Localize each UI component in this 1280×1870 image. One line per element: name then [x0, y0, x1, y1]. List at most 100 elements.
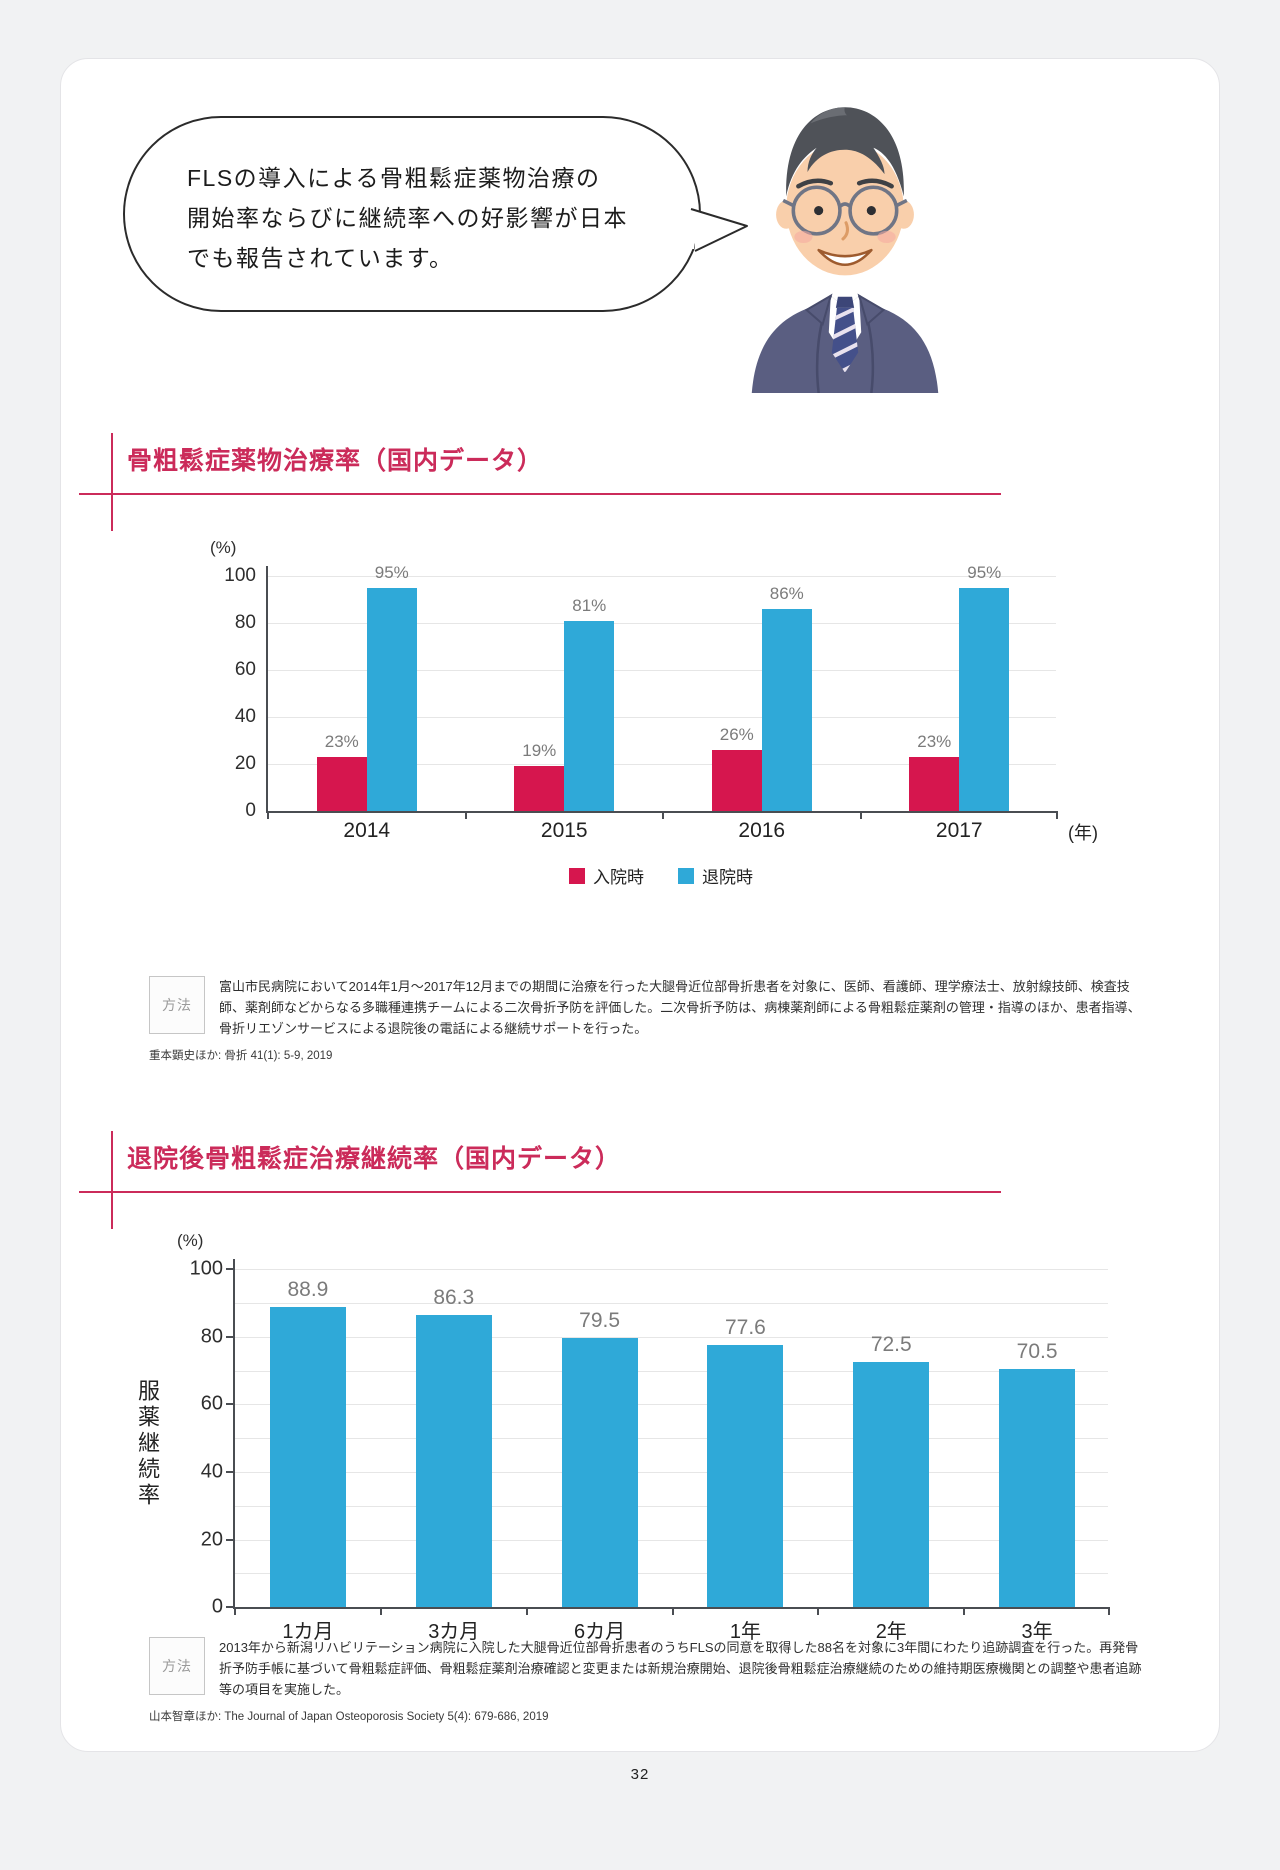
- gridline: [235, 1336, 1108, 1338]
- method-box: 方法 富山市民病院において2014年1月～2017年12月までの期間に治療を行っ…: [149, 976, 1149, 1039]
- method-text: 富山市民病院において2014年1月～2017年12月までの期間に治療を行った大腿…: [219, 979, 1141, 1037]
- y-tick-mark: [226, 1470, 233, 1473]
- x-axis-label: 2017: [935, 819, 983, 842]
- speech-bubble: FLSの導入による骨粗鬆症薬物治療の 開始率ならびに継続率への好影響が日本 でも…: [123, 116, 748, 312]
- y-tick-label: 20: [234, 753, 256, 774]
- bar-2016-入院時: [711, 749, 762, 811]
- method-label: 方法: [149, 1637, 205, 1696]
- y-tick-label: 80: [200, 1325, 223, 1348]
- chart-plot-area: (%) 服薬継続率 0 20 40 60 80 100 88.9 1カ月 86.3 3カ月 79.5…: [135, 1231, 1110, 1643]
- speech-bubble-tail: [687, 208, 748, 252]
- x-axis-unit-label: (年): [1068, 823, 1098, 843]
- bar-2017-入院時: [909, 756, 960, 811]
- gridline: [235, 1539, 1108, 1541]
- bar-value-label: 86.3: [433, 1286, 475, 1310]
- method-box: 方法 2013年から新潟リハビリテーション病院に入院した大腿骨近位部骨折患者のう…: [149, 1637, 1149, 1700]
- x-axis-label: 2015: [540, 819, 588, 842]
- y-tick-label: 20: [200, 1528, 223, 1551]
- bar-3年-服薬継続率: [999, 1368, 1076, 1608]
- y-axis-unit-label: (%): [210, 538, 237, 557]
- bar-value-label: 95%: [374, 562, 409, 582]
- x-axis-label: 2年: [875, 1621, 907, 1644]
- y-tick-mark: [226, 1335, 233, 1338]
- x-axis-label: 6カ月: [574, 1621, 626, 1644]
- gridline: [268, 670, 1056, 671]
- x-tick-mark: [464, 811, 467, 819]
- legend-label-admission: 入院時: [593, 868, 644, 887]
- x-tick-mark: [1056, 811, 1058, 819]
- y-tick-label: 40: [234, 706, 256, 727]
- gridline: [235, 1471, 1108, 1473]
- x-tick-mark: [1108, 1607, 1110, 1616]
- page-card: FLSの導入による骨粗鬆症薬物治療の 開始率ならびに継続率への好影響が日本 でも…: [60, 58, 1220, 1752]
- bar-1年-服薬継続率: [707, 1344, 784, 1608]
- bar-value-label: 79.5: [579, 1309, 621, 1333]
- doctor-illustration: [751, 107, 939, 393]
- x-axis-label: 2014: [343, 819, 391, 842]
- bar-value-label: 19%: [522, 741, 557, 761]
- y-tick-label: 100: [189, 1257, 223, 1280]
- section-2-head: 退院後骨粗鬆症治療継続率（国内データ）: [61, 1129, 1219, 1230]
- gridline: [268, 576, 1056, 577]
- page-number: 32: [630, 1766, 650, 1783]
- gridline: [235, 1269, 1108, 1271]
- x-tick-mark: [859, 811, 862, 819]
- bar-1カ月-服薬継続率: [269, 1306, 346, 1608]
- x-tick-mark: [234, 1607, 236, 1616]
- speech-bubble-line: FLSの導入による骨粗鬆症薬物治療の: [187, 165, 601, 191]
- chart-plot-area: (%) (年) 0 20 40 60 80 100 23% 95% 2014 19% 81% 2015…: [210, 538, 1098, 843]
- y-tick-label: 40: [200, 1460, 223, 1483]
- accent-vertical-rule: [111, 433, 113, 531]
- legend-swatch-discharge: [678, 867, 694, 884]
- citation: 山本智章ほか: The Journal of Japan Osteoporosi…: [149, 1711, 549, 1724]
- section-2-title: 退院後骨粗鬆症治療継続率（国内データ）: [127, 1145, 622, 1174]
- chart-treatment-rate: (%) (年) 0 20 40 60 80 100 23% 95% 2014 19% 81% 2015…: [210, 538, 1098, 940]
- speech-bubble-line: でも報告されています。: [187, 245, 454, 271]
- gridline: [268, 623, 1056, 624]
- bar-2年-服薬継続率: [853, 1362, 930, 1608]
- y-tick-label: 0: [245, 800, 256, 821]
- x-tick-mark: [525, 1607, 528, 1616]
- accent-vertical-rule: [111, 1131, 113, 1230]
- chart-legend: 入院時 退院時: [266, 863, 1056, 888]
- gridline: [235, 1370, 1108, 1372]
- bar-2015-退院時: [564, 620, 615, 811]
- legend-item: 入院時: [569, 863, 644, 888]
- bar-value-label: 70.5: [1016, 1339, 1058, 1363]
- y-tick-mark: [226, 1403, 233, 1406]
- bar-2016-退院時: [761, 608, 812, 811]
- x-axis-label: 1年: [729, 1621, 761, 1644]
- bar-value-label: 81%: [572, 595, 607, 615]
- gridline: [268, 717, 1056, 718]
- legend-swatch-admission: [569, 867, 585, 884]
- x-axis-label: 3年: [1021, 1621, 1053, 1644]
- bar-2014-退院時: [366, 587, 417, 811]
- bar-2014-入院時: [316, 756, 367, 811]
- bar-value-label: 95%: [967, 562, 1002, 582]
- bar-value-label: 23%: [324, 731, 359, 751]
- bar-value-label: 72.5: [870, 1333, 912, 1357]
- y-tick-label: 80: [234, 612, 256, 633]
- citation: 重本顕史ほか: 骨折 41(1): 5-9, 2019: [149, 1050, 333, 1063]
- x-tick-mark: [817, 1607, 820, 1616]
- accent-horizontal-rule: [79, 493, 1001, 495]
- y-tick-label: 60: [234, 659, 256, 680]
- gridline: [235, 1438, 1108, 1440]
- x-axis-label: 3カ月: [428, 1621, 480, 1644]
- bar-2015-入院時: [514, 766, 565, 811]
- gridline: [235, 1404, 1108, 1406]
- method-text: 2013年から新潟リハビリテーション病院に入院した大腿骨近位部骨折患者のうちFL…: [219, 1640, 1142, 1698]
- legend-label-discharge: 退院時: [702, 868, 753, 887]
- x-tick-mark: [267, 811, 269, 819]
- bar-value-label: 88.9: [287, 1277, 329, 1301]
- bar-6カ月-服薬継続率: [561, 1338, 638, 1608]
- method-label: 方法: [149, 976, 205, 1034]
- section-1-title: 骨粗鬆症薬物治療率（国内データ）: [127, 447, 544, 475]
- bar-2017-退院時: [959, 587, 1010, 811]
- bar-value-label: 86%: [769, 583, 804, 603]
- y-tick-mark: [226, 1538, 233, 1541]
- y-axis-title: 服薬継続率: [135, 1379, 160, 1510]
- y-tick-label: 100: [224, 565, 256, 586]
- chart-continuation-rate: (%) 服薬継続率 0 20 40 60 80 100 88.9 1カ月 86.3 3カ月 79.5…: [135, 1231, 1110, 1643]
- y-axis-unit-label: (%): [177, 1231, 204, 1251]
